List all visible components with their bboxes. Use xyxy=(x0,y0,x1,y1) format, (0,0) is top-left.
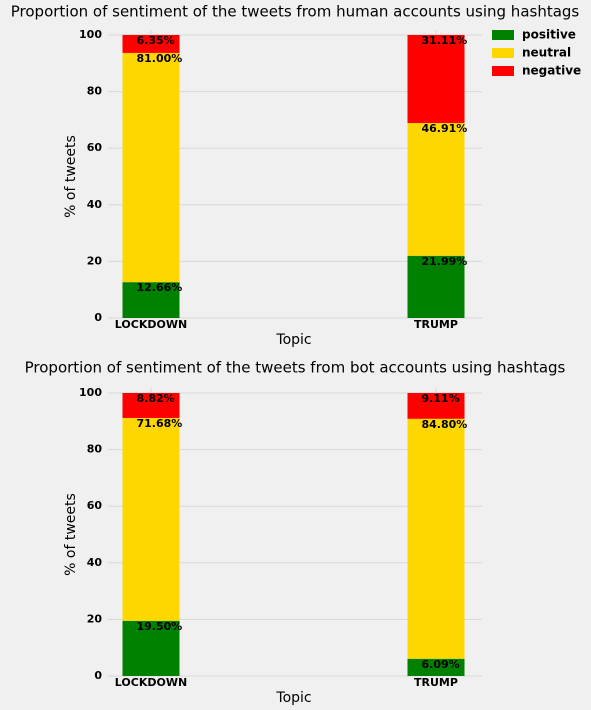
legend-swatch xyxy=(492,48,514,58)
x-tick-label: LOCKDOWN xyxy=(115,318,187,331)
legend-swatch xyxy=(492,30,514,40)
legend-label: neutral xyxy=(522,46,571,60)
x-tick-label: TRUMP xyxy=(414,676,458,689)
bar-segment xyxy=(122,34,180,53)
y-axis-label: % of tweets xyxy=(63,493,79,576)
y-tick-label: 60 xyxy=(87,141,103,154)
x-tick-label: TRUMP xyxy=(414,318,458,331)
chart-title: Proportion of sentiment of the tweets fr… xyxy=(11,3,580,21)
bar-segment xyxy=(122,620,180,676)
bar-segment xyxy=(407,418,465,659)
x-axis-label: Topic xyxy=(275,690,311,706)
bar-segment xyxy=(122,393,180,418)
value-label: 19.50% xyxy=(137,620,183,633)
bar-segment xyxy=(407,123,465,256)
value-label: 6.09% xyxy=(422,658,460,671)
legend-label: positive xyxy=(522,28,576,42)
y-tick-label: 0 xyxy=(94,669,102,682)
value-label: 9.11% xyxy=(422,392,460,405)
y-tick-label: 100 xyxy=(79,28,102,41)
value-label: 31.11% xyxy=(422,34,468,47)
bar-segment xyxy=(407,255,465,318)
y-tick-label: 20 xyxy=(87,254,103,267)
y-tick-label: 80 xyxy=(87,85,103,98)
legend-swatch xyxy=(492,66,514,76)
y-axis-label: % of tweets xyxy=(63,135,79,218)
bar-segment xyxy=(122,417,180,621)
y-tick-label: 40 xyxy=(87,198,103,211)
y-tick-label: 20 xyxy=(87,612,103,625)
value-label: 6.35% xyxy=(137,34,175,47)
value-label: 46.91% xyxy=(422,122,468,135)
x-tick-label: LOCKDOWN xyxy=(115,676,187,689)
value-label: 8.82% xyxy=(137,392,175,405)
y-tick-label: 100 xyxy=(79,386,102,399)
legend-label: negative xyxy=(522,64,581,78)
value-label: 12.66% xyxy=(137,281,183,294)
bar-segment xyxy=(407,34,465,124)
y-tick-label: 0 xyxy=(94,311,102,324)
chart-title: Proportion of sentiment of the tweets fr… xyxy=(25,359,566,377)
x-axis-label: Topic xyxy=(275,332,311,348)
value-label: 81.00% xyxy=(137,52,183,65)
y-tick-label: 40 xyxy=(87,556,103,569)
bar-segment xyxy=(407,393,465,419)
value-label: 71.68% xyxy=(137,417,183,430)
value-label: 21.99% xyxy=(422,255,468,268)
value-label: 84.80% xyxy=(422,418,468,431)
y-tick-label: 80 xyxy=(87,443,103,456)
bar-segment xyxy=(122,52,180,283)
bar-segment xyxy=(122,282,180,318)
bar-segment xyxy=(407,658,465,676)
y-tick-label: 60 xyxy=(87,499,103,512)
